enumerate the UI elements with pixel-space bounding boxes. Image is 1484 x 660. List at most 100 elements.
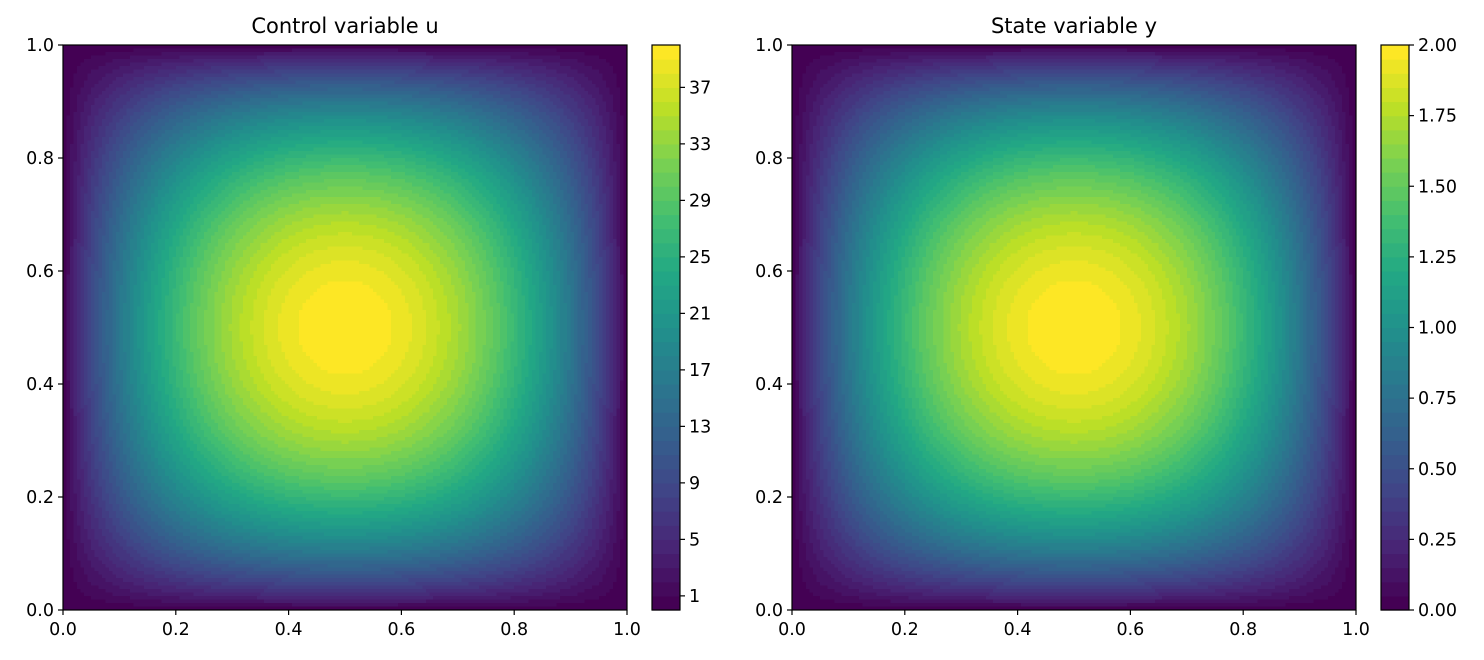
y-tick-label: 1.0 bbox=[755, 36, 783, 56]
x-tick-label: 0.0 bbox=[49, 620, 77, 640]
y-tick-label: 0.6 bbox=[755, 262, 783, 282]
x-tick-label: 0.6 bbox=[1116, 620, 1144, 640]
y-tick-label: 0.2 bbox=[26, 488, 54, 508]
y-tick-label: 0.8 bbox=[26, 149, 54, 169]
colorbar-band bbox=[1381, 228, 1409, 244]
y-tick-label: 0.6 bbox=[26, 262, 54, 282]
colorbar-tick-label: 1.00 bbox=[1418, 319, 1457, 339]
colorbar-band bbox=[1381, 186, 1409, 201]
colorbar-tick-label: 25 bbox=[689, 248, 711, 268]
colorbar-band bbox=[1381, 313, 1409, 329]
colorbar-band bbox=[652, 454, 680, 470]
colorbar-band bbox=[652, 299, 680, 314]
colorbar-band bbox=[652, 256, 680, 272]
y-tick-label: 0.4 bbox=[755, 375, 783, 395]
colorbar-band bbox=[1381, 341, 1409, 357]
colorbar-band bbox=[1381, 525, 1409, 540]
colorbar-tick-label: 2.00 bbox=[1418, 36, 1457, 56]
colorbar-band bbox=[1381, 59, 1409, 74]
colorbar-tick-label: 13 bbox=[689, 417, 711, 437]
x-tick-label: 0.8 bbox=[1229, 620, 1257, 640]
colorbar-tick-label: 9 bbox=[689, 474, 700, 494]
colorbar-band bbox=[1381, 158, 1409, 173]
colorbar-band bbox=[652, 497, 680, 512]
chart-title: Control variable u bbox=[251, 14, 438, 38]
colorbar-tick-label: 0.75 bbox=[1418, 389, 1457, 409]
colorbar-band bbox=[652, 271, 680, 286]
colorbar-band bbox=[652, 59, 680, 74]
colorbar-band bbox=[1381, 398, 1409, 413]
colorbar-band bbox=[1381, 567, 1409, 583]
colorbar-band bbox=[652, 440, 680, 456]
colorbar-band bbox=[1381, 242, 1409, 258]
colorbar-band bbox=[652, 581, 680, 597]
colorbar-band bbox=[1381, 511, 1409, 526]
colorbar-band bbox=[1381, 369, 1409, 385]
y-tick-label: 0.4 bbox=[26, 375, 54, 395]
y-tick-label: 0.0 bbox=[755, 601, 783, 621]
colorbar-band bbox=[652, 158, 680, 173]
colorbar-band bbox=[1381, 172, 1409, 187]
colorbar-band bbox=[652, 341, 680, 357]
colorbar-band bbox=[652, 129, 680, 145]
colorbar-band bbox=[652, 101, 680, 117]
x-tick-label: 0.0 bbox=[778, 620, 806, 640]
colorbar-band bbox=[652, 242, 680, 258]
colorbar-band bbox=[1381, 412, 1409, 427]
colorbar-band bbox=[1381, 440, 1409, 456]
colorbar-band bbox=[1381, 454, 1409, 470]
colorbar-band bbox=[652, 511, 680, 526]
x-tick-label: 0.4 bbox=[275, 620, 303, 640]
colorbar-band bbox=[1381, 45, 1409, 60]
colorbar-band bbox=[1381, 73, 1409, 88]
colorbar-band bbox=[652, 398, 680, 413]
colorbar-tick-label: 0.00 bbox=[1418, 601, 1457, 621]
chart-title: State variable y bbox=[991, 14, 1157, 38]
axes-frame bbox=[62, 44, 628, 611]
colorbar-band bbox=[652, 200, 680, 216]
y-tick-label: 0.8 bbox=[755, 149, 783, 169]
colorbar-band bbox=[1381, 539, 1409, 555]
colorbar-band bbox=[1381, 214, 1409, 230]
colorbar-band bbox=[652, 214, 680, 230]
colorbar-tick-label: 1 bbox=[689, 587, 700, 607]
colorbar-tick-label: 1.25 bbox=[1418, 248, 1457, 268]
colorbar-band bbox=[652, 73, 680, 88]
contour-fill bbox=[63, 45, 627, 610]
colorbar-band bbox=[652, 468, 680, 484]
x-tick-label: 0.2 bbox=[891, 620, 919, 640]
colorbar-tick-label: 0.50 bbox=[1418, 460, 1457, 480]
state-variable-panel: State variable y 0.0 0.2 0.4 0.6 0.8 1.0 0.0 0.2… bbox=[755, 14, 1457, 640]
colorbar-band bbox=[652, 172, 680, 187]
colorbar-band bbox=[1381, 299, 1409, 314]
colorbar-band bbox=[652, 45, 680, 60]
colorbar-band bbox=[1381, 327, 1409, 343]
colorbar-tick-label: 29 bbox=[689, 191, 711, 211]
colorbar-band bbox=[1381, 87, 1409, 103]
x-tick-label: 0.8 bbox=[500, 620, 528, 640]
colorbar-band bbox=[652, 384, 680, 399]
colorbar-band bbox=[1381, 426, 1409, 442]
colorbar-tick-label: 1.75 bbox=[1418, 107, 1457, 127]
colorbar-tick-label: 5 bbox=[689, 530, 700, 550]
colorbar-band bbox=[1381, 384, 1409, 399]
colorbar-band bbox=[1381, 355, 1409, 371]
colorbar-band bbox=[1381, 468, 1409, 484]
colorbar-band bbox=[1381, 595, 1409, 611]
x-tick-label: 1.0 bbox=[613, 620, 641, 640]
colorbar-tick-label: 21 bbox=[689, 304, 711, 324]
colorbar-band bbox=[1381, 271, 1409, 286]
colorbar-band bbox=[652, 87, 680, 103]
colorbar-band bbox=[1381, 581, 1409, 597]
colorbar-band bbox=[652, 595, 680, 611]
colorbar-band bbox=[652, 355, 680, 371]
colorbar-tick-label: 33 bbox=[689, 135, 711, 155]
colorbar-band bbox=[1381, 200, 1409, 216]
x-tick-label: 0.2 bbox=[162, 620, 190, 640]
control-variable-panel: Control variable u 0.0 0.2 0.4 0.6 0.8 1.0 0.0 0… bbox=[26, 14, 711, 640]
colorbar-tick-label: 17 bbox=[689, 361, 711, 381]
colorbar-band bbox=[1381, 101, 1409, 117]
colorbar-band bbox=[652, 426, 680, 442]
